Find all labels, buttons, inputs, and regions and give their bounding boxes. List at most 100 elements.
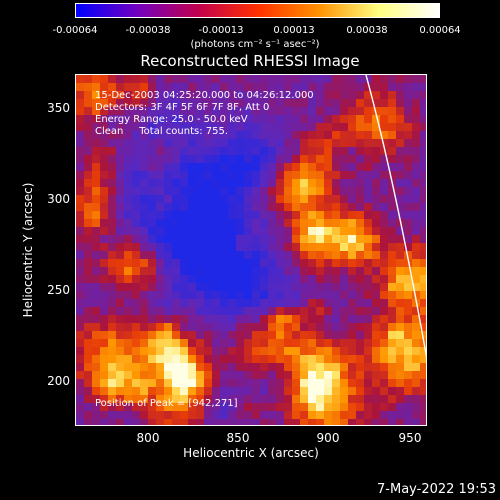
image-pixel <box>388 211 396 219</box>
image-pixel <box>380 347 388 355</box>
image-pixel <box>228 91 236 99</box>
image-pixel <box>332 227 340 235</box>
image-pixel <box>324 107 332 115</box>
image-pixel <box>84 99 92 107</box>
image-pixel <box>212 235 220 243</box>
image-pixel <box>380 187 388 195</box>
image-pixel <box>356 75 364 83</box>
image-pixel <box>212 395 220 403</box>
image-pixel <box>172 283 180 291</box>
image-pixel <box>92 99 100 107</box>
image-pixel <box>332 363 340 371</box>
image-pixel <box>156 331 164 339</box>
image-pixel <box>84 179 92 187</box>
image-pixel <box>156 267 164 275</box>
image-pixel <box>396 203 404 211</box>
image-pixel <box>172 195 180 203</box>
image-pixel <box>132 227 140 235</box>
image-pixel <box>420 235 426 243</box>
image-pixel <box>148 75 156 83</box>
image-pixel <box>148 371 156 379</box>
image-pixel <box>188 235 196 243</box>
image-pixel <box>172 107 180 115</box>
image-pixel <box>108 179 116 187</box>
image-pixel <box>92 155 100 163</box>
colorbar-tick-label: -0.00013 <box>198 25 244 36</box>
image-pixel <box>228 219 236 227</box>
image-pixel <box>204 155 212 163</box>
image-pixel <box>252 267 260 275</box>
image-pixel <box>356 419 364 425</box>
image-pixel <box>268 363 276 371</box>
image-pixel <box>180 259 188 267</box>
image-pixel <box>404 371 412 379</box>
image-pixel <box>364 307 372 315</box>
image-pixel <box>324 155 332 163</box>
image-pixel <box>188 131 196 139</box>
image-pixel <box>148 155 156 163</box>
image-pixel <box>364 403 372 411</box>
image-pixel <box>92 339 100 347</box>
image-pixel <box>156 147 164 155</box>
image-pixel <box>244 371 252 379</box>
image-pixel <box>284 315 292 323</box>
image-pixel <box>380 235 388 243</box>
image-pixel <box>276 147 284 155</box>
image-pixel <box>396 395 404 403</box>
image-pixel <box>108 147 116 155</box>
image-pixel <box>276 251 284 259</box>
image-pixel <box>108 411 116 419</box>
image-pixel <box>324 363 332 371</box>
image-pixel <box>92 91 100 99</box>
image-pixel <box>292 91 300 99</box>
image-pixel <box>244 403 252 411</box>
image-pixel <box>100 227 108 235</box>
image-pixel <box>420 395 426 403</box>
image-pixel <box>220 99 228 107</box>
image-pixel <box>220 395 228 403</box>
image-pixel <box>268 219 276 227</box>
image-pixel <box>84 251 92 259</box>
image-pixel <box>92 203 100 211</box>
image-pixel <box>268 387 276 395</box>
image-pixel <box>148 195 156 203</box>
image-pixel <box>132 371 140 379</box>
image-pixel <box>420 75 426 83</box>
image-pixel <box>284 75 292 83</box>
image-pixel <box>420 147 426 155</box>
image-pixel <box>260 107 268 115</box>
image-pixel <box>156 299 164 307</box>
image-pixel <box>268 163 276 171</box>
image-pixel <box>388 155 396 163</box>
image-pixel <box>212 123 220 131</box>
image-pixel <box>244 211 252 219</box>
image-pixel <box>124 347 132 355</box>
image-pixel <box>172 227 180 235</box>
image-pixel <box>292 395 300 403</box>
image-pixel <box>316 275 324 283</box>
image-pixel <box>220 411 228 419</box>
image-pixel <box>412 235 420 243</box>
image-pixel <box>180 171 188 179</box>
image-pixel <box>316 379 324 387</box>
image-pixel <box>340 131 348 139</box>
image-pixel <box>364 323 372 331</box>
image-pixel <box>396 219 404 227</box>
image-pixel <box>156 275 164 283</box>
image-pixel <box>324 323 332 331</box>
image-title: Reconstructed RHESSI Image <box>140 52 360 70</box>
annotation-time-range: 15-Dec-2003 04:25:20.000 to 04:26:12.000 <box>95 90 314 101</box>
image-pixel <box>212 75 220 83</box>
image-pixel <box>372 363 380 371</box>
image-pixel <box>340 307 348 315</box>
image-pixel <box>324 179 332 187</box>
image-pixel <box>420 203 426 211</box>
image-pixel <box>404 299 412 307</box>
image-pixel <box>220 195 228 203</box>
image-pixel <box>236 259 244 267</box>
image-pixel <box>132 131 140 139</box>
image-pixel <box>332 251 340 259</box>
image-pixel <box>372 115 380 123</box>
image-pixel <box>148 99 156 107</box>
image-pixel <box>404 363 412 371</box>
